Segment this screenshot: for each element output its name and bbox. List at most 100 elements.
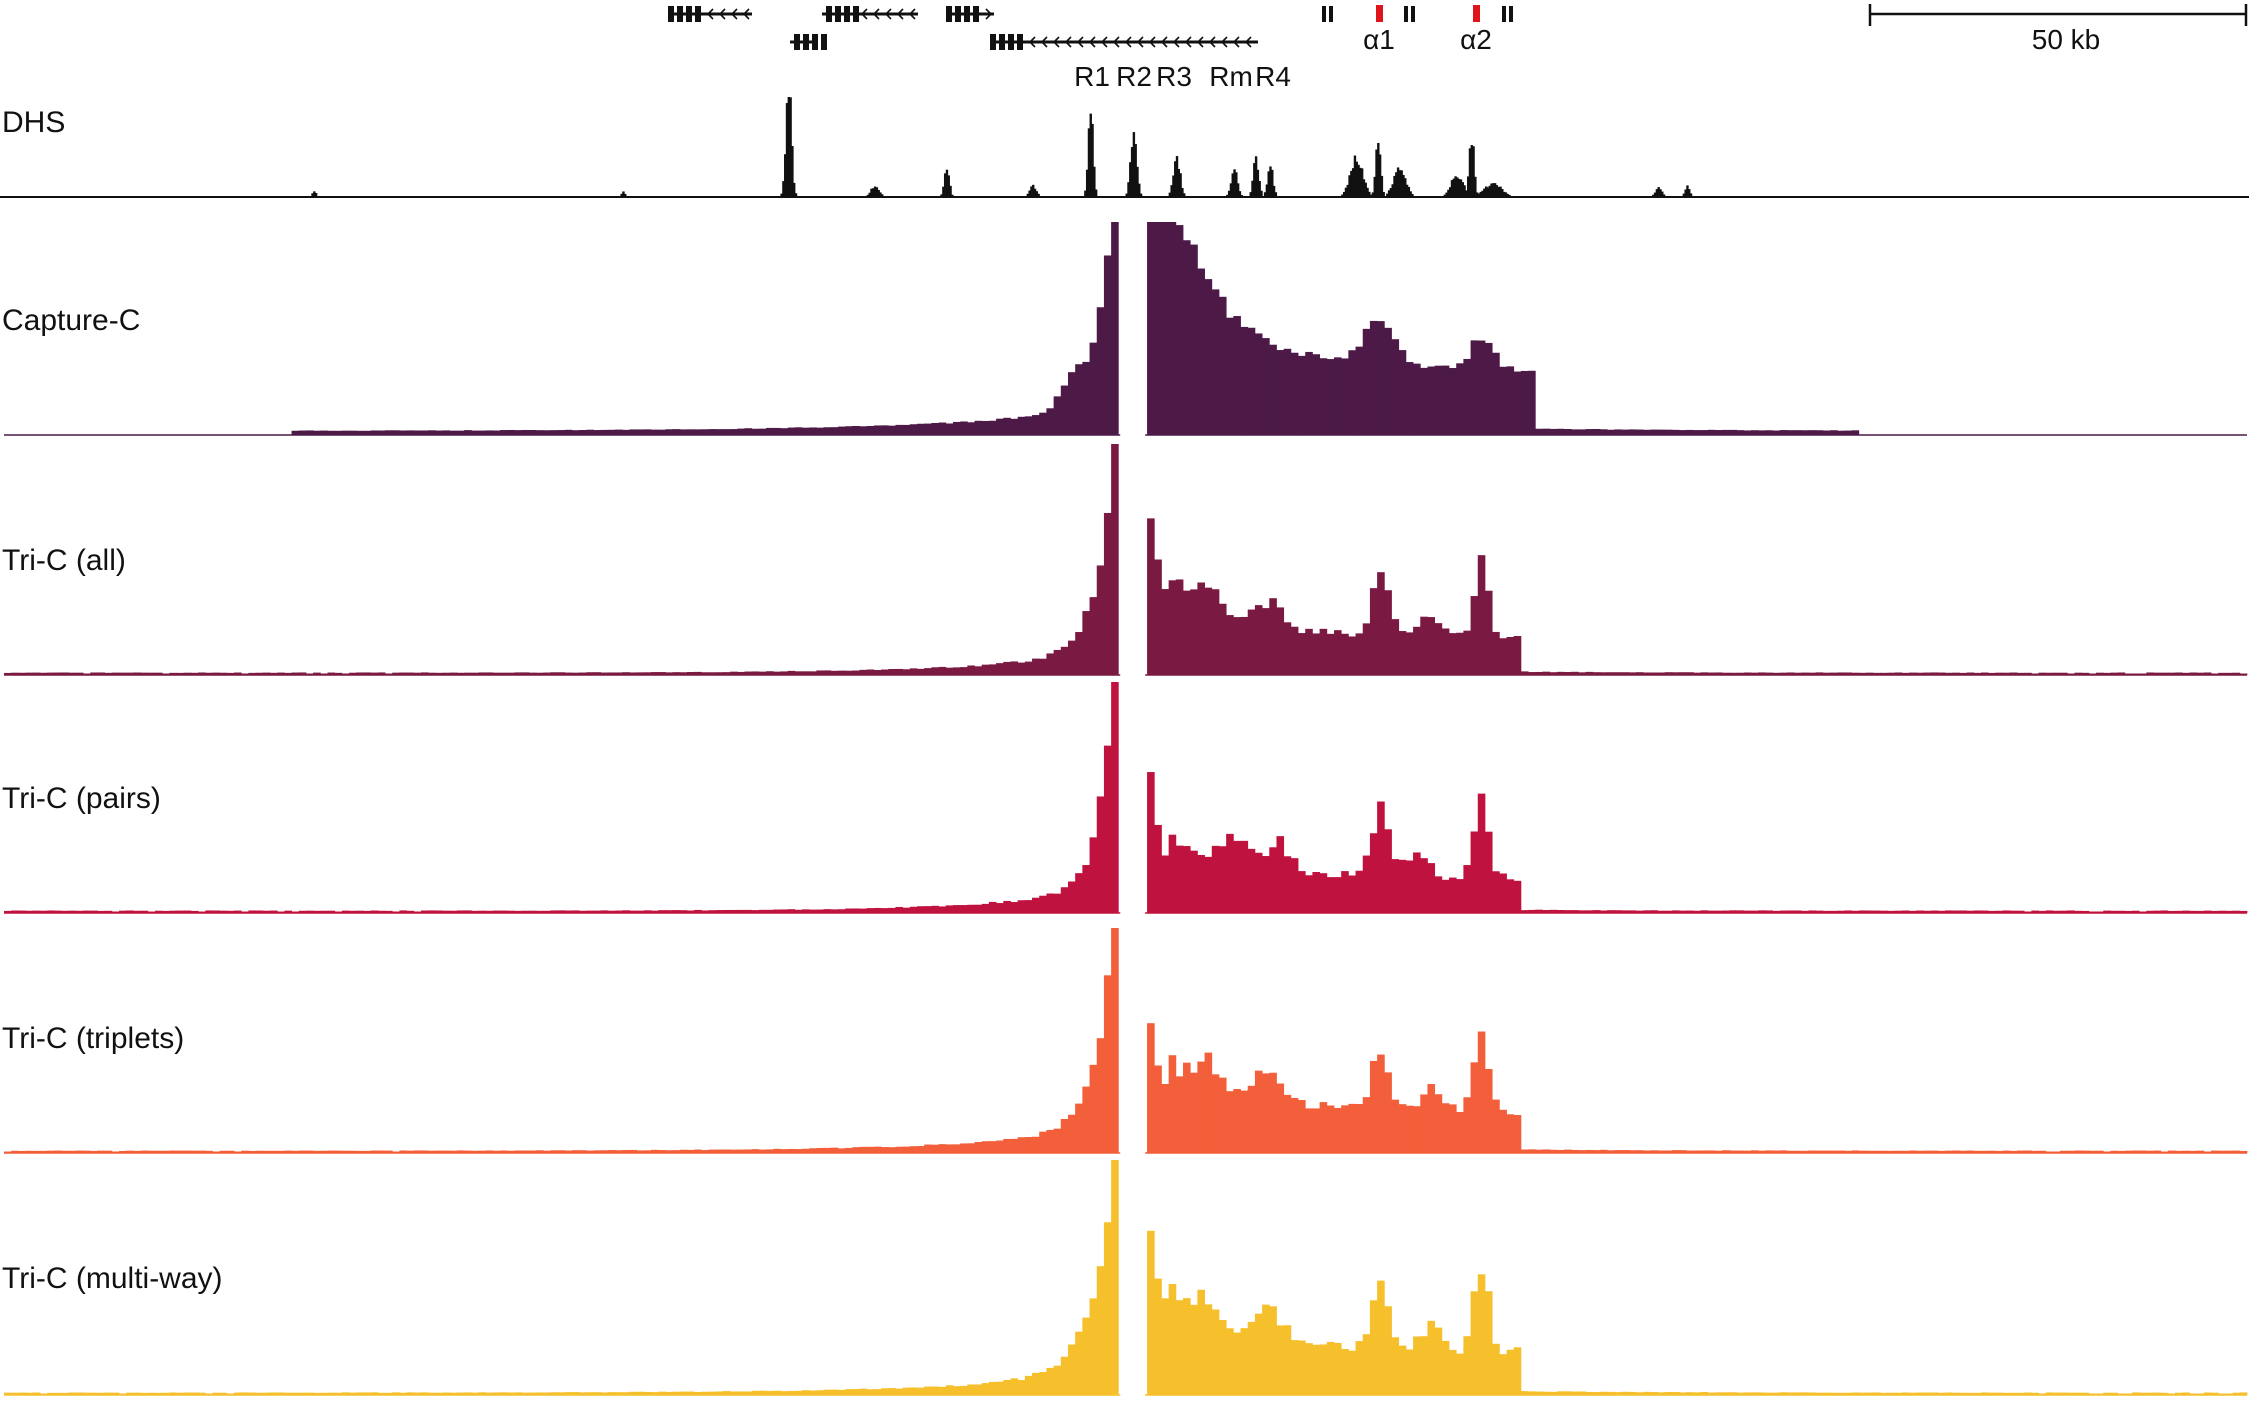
signal-bar — [679, 429, 688, 435]
signal-bar — [162, 910, 170, 913]
signal-bar — [1384, 1072, 1392, 1153]
gene-model — [1502, 6, 1513, 22]
signal-bar — [1391, 1099, 1400, 1153]
signal-bar — [1664, 910, 1673, 913]
signal-bar — [557, 1392, 566, 1395]
signal-bar — [18, 1150, 26, 1153]
element-label-r4: R4 — [1255, 61, 1291, 92]
signal-bar — [715, 910, 724, 913]
signal-bar — [1254, 333, 1263, 435]
signal-bar — [1851, 1150, 1860, 1153]
signal-bar — [1901, 1392, 1910, 1395]
signal-bar — [1578, 672, 1587, 675]
signal-bar — [1312, 872, 1321, 913]
signal-bar — [1147, 222, 1155, 435]
signal-bar — [1341, 1105, 1349, 1153]
dhs-bar — [1502, 191, 1506, 197]
signal-bar — [507, 672, 515, 675]
signal-bar — [262, 910, 271, 913]
dhs-bar — [1466, 176, 1470, 197]
signal-bar — [248, 1392, 257, 1395]
signal-bar — [2146, 910, 2154, 913]
signal-bar — [535, 1392, 544, 1395]
dhs-bar — [947, 175, 950, 197]
signal-bar — [1333, 1107, 1342, 1153]
signal-bar — [284, 910, 292, 913]
signal-bar — [47, 910, 55, 913]
signal-bar — [456, 672, 465, 675]
signal-bar — [1319, 1344, 1328, 1395]
signal-bar — [313, 1150, 321, 1153]
signal-bar — [2124, 1150, 2133, 1153]
signal-bar — [320, 1392, 328, 1395]
signal-bar — [751, 1149, 760, 1153]
signal-bar — [2067, 910, 2075, 913]
signal-bar — [90, 1150, 98, 1153]
signal-bar — [1815, 672, 1824, 675]
dhs-bar — [1688, 189, 1691, 197]
signal-bar — [866, 669, 875, 675]
dhs-bar — [1085, 169, 1089, 197]
dhs-bar — [1454, 176, 1457, 197]
signal-bar — [744, 1391, 753, 1395]
signal-bar — [1621, 1150, 1630, 1153]
signal-bar — [1017, 900, 1026, 913]
signal-bar — [945, 1385, 954, 1395]
signal-bar — [363, 430, 372, 435]
dhs-bar — [1087, 128, 1091, 197]
signal-bar — [1010, 1378, 1019, 1395]
signal-bar — [766, 909, 774, 913]
signal-bar — [1427, 863, 1436, 913]
signal-bar — [183, 910, 192, 913]
signal-bar — [485, 1392, 494, 1395]
signal-bar — [730, 909, 738, 913]
signal-bar — [313, 672, 321, 675]
signal-bar — [327, 1150, 336, 1153]
signal-bar — [1175, 579, 1184, 675]
signal-bar — [413, 430, 422, 435]
signal-bar — [1722, 1392, 1730, 1395]
dhs-bar — [1443, 194, 1447, 197]
signal-bar — [226, 1150, 235, 1153]
signal-bar — [1067, 372, 1076, 435]
signal-bar — [1326, 633, 1335, 675]
signal-bar — [2182, 1150, 2190, 1153]
signal-bar — [190, 1392, 199, 1395]
signal-bar — [2153, 1392, 2162, 1395]
signal-bar — [550, 430, 558, 435]
signal-bar — [593, 1150, 602, 1153]
signal-bar — [917, 1387, 925, 1395]
signal-bar — [1276, 607, 1285, 675]
signal-bar — [758, 428, 767, 435]
signal-bar — [248, 672, 257, 675]
signal-bar — [198, 1392, 206, 1395]
signal-bar — [1211, 289, 1220, 435]
signal-bar — [1607, 910, 1615, 913]
signal-bar — [787, 1390, 796, 1395]
signal-bar — [1614, 910, 1622, 913]
dhs-bar — [1407, 186, 1411, 197]
signal-bar — [1197, 268, 1205, 435]
signal-bar — [2175, 672, 2183, 675]
signal-bar — [895, 424, 904, 435]
track-tri-c-triplets: Tri-C (triplets) — [2, 918, 2248, 1157]
signal-bar — [960, 905, 968, 913]
signal-bar — [1564, 672, 1572, 675]
signal-bar — [2117, 910, 2126, 913]
signal-bar — [492, 672, 501, 675]
signal-bar — [2024, 672, 2032, 675]
signal-bar — [1743, 1150, 1752, 1153]
signal-bar — [873, 425, 882, 435]
signal-bar — [1772, 430, 1781, 435]
signal-bar — [2239, 1150, 2248, 1153]
signal-bar — [2031, 1392, 2039, 1395]
dhs-bar — [1652, 194, 1655, 197]
signal-bar — [694, 909, 702, 913]
signal-bar — [1427, 617, 1436, 675]
signal-bar — [61, 672, 70, 675]
signal-bar — [866, 1146, 875, 1153]
signal-bar — [1542, 428, 1551, 435]
dhs-bar — [942, 186, 945, 197]
signal-bar — [1693, 910, 1702, 913]
signal-bar — [2225, 910, 2234, 913]
